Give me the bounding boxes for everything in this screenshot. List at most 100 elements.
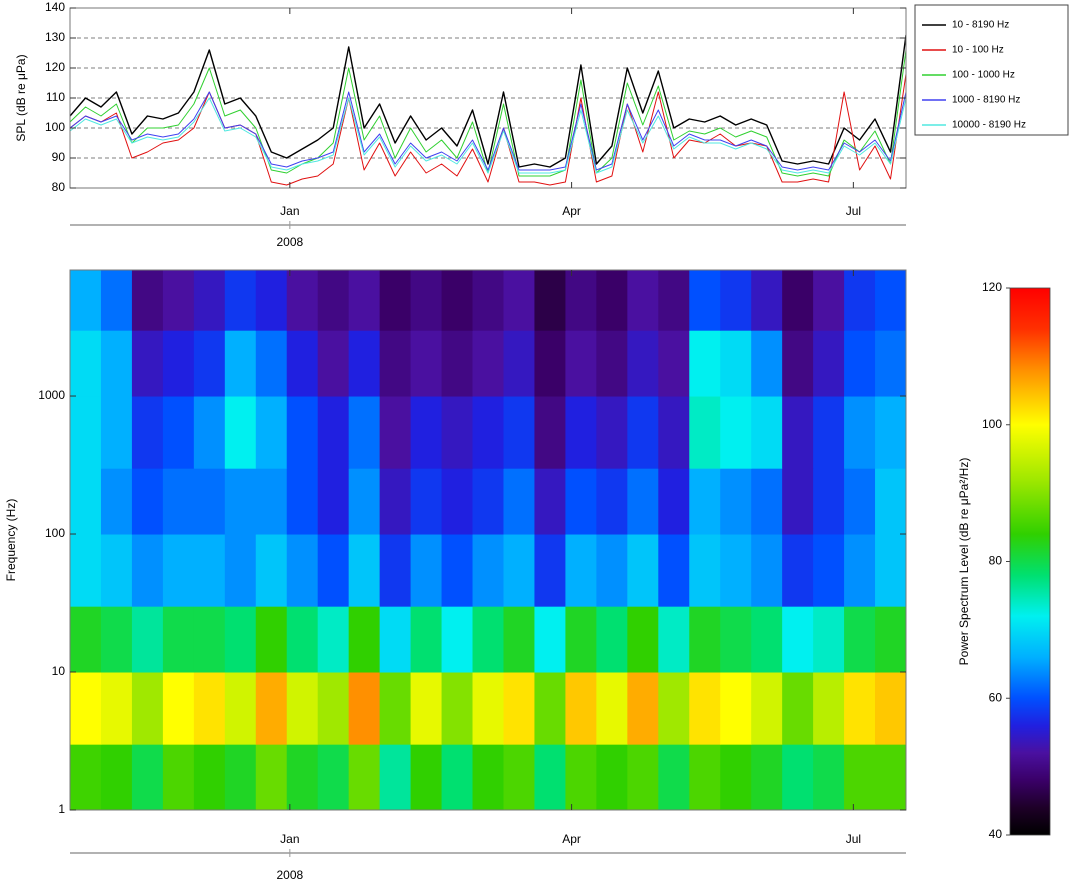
heatmap-cell: [224, 468, 257, 535]
y-tick-label: 80: [52, 180, 66, 194]
heatmap-cell: [689, 744, 721, 811]
heatmap-cell: [162, 468, 195, 535]
y-axis-label: SPL (dB re μPa): [14, 54, 28, 141]
heatmap-cell: [348, 270, 381, 331]
heatmap-cell: [472, 606, 504, 673]
heatmap-cell: [224, 330, 257, 397]
heatmap-cell: [503, 606, 535, 673]
heatmap-cell: [813, 672, 845, 745]
heatmap-cell: [131, 396, 164, 469]
heatmap-cell: [813, 396, 845, 469]
heatmap-cell: [844, 468, 876, 535]
heatmap-cell: [720, 534, 752, 607]
heatmap-cell: [255, 396, 288, 469]
heatmap-cell: [286, 468, 319, 535]
heatmap-cell: [131, 330, 164, 397]
heatmap-cell: [162, 534, 195, 607]
heatmap-cell: [565, 330, 597, 397]
heatmap-cell: [70, 270, 102, 331]
heatmap-cell: [317, 534, 350, 607]
heatmap-cell: [255, 744, 288, 811]
heatmap-cell: [131, 744, 164, 811]
heatmap-cell: [100, 606, 133, 673]
heatmap-cell: [348, 468, 381, 535]
heatmap-cell: [658, 744, 690, 811]
heatmap-cell: [224, 534, 257, 607]
series-line: [70, 34, 906, 168]
heatmap-cell: [844, 672, 876, 745]
heatmap-cell: [596, 606, 628, 673]
heatmap-cell: [441, 744, 474, 811]
y-tick-label: 140: [45, 0, 65, 14]
heatmap-cell: [100, 468, 133, 535]
heatmap-cell: [100, 534, 133, 607]
heatmap-cell: [565, 468, 597, 535]
colorbar-label: Power Spectrum Level (dB re μPa²/Hz): [957, 458, 971, 666]
heatmap-cell: [410, 270, 443, 331]
heatmap-cell: [379, 270, 412, 331]
heatmap-cell: [565, 606, 597, 673]
heatmap-cell: [658, 396, 690, 469]
heatmap-cell: [844, 396, 876, 469]
heatmap-cell: [503, 270, 535, 331]
y-tick-label: 130: [45, 30, 65, 44]
series-line: [70, 97, 906, 174]
heatmap-cell: [596, 744, 628, 811]
heatmap-cell: [534, 396, 566, 469]
heatmap-cell: [875, 744, 907, 811]
x-tick-label: Apr: [562, 832, 581, 846]
heatmap-cell: [317, 330, 350, 397]
heatmap-cell: [503, 672, 535, 745]
heatmap-cell: [348, 606, 381, 673]
heatmap-cell: [658, 330, 690, 397]
heatmap-cell: [70, 534, 102, 607]
heatmap-cell: [751, 534, 783, 607]
y-tick-label: 90: [52, 150, 66, 164]
heatmap-cell: [131, 468, 164, 535]
heatmap-cell: [751, 330, 783, 397]
heatmap-cell: [751, 744, 783, 811]
heatmap-cell: [317, 744, 350, 811]
heatmap-cell: [193, 744, 226, 811]
heatmap-cell: [410, 396, 443, 469]
x-tick-label: Jul: [846, 832, 861, 846]
heatmap-cell: [596, 468, 628, 535]
heatmap-cell: [875, 534, 907, 607]
heatmap-cell: [596, 330, 628, 397]
heatmap-cell: [286, 270, 319, 331]
heatmap-cell: [875, 468, 907, 535]
heatmap-cell: [534, 468, 566, 535]
heatmap-cell: [255, 270, 288, 331]
heatmap-cell: [596, 672, 628, 745]
heatmap-cell: [782, 396, 814, 469]
heatmap-cell: [627, 468, 659, 535]
heatmap-cell: [193, 672, 226, 745]
heatmap-cell: [565, 672, 597, 745]
heatmap-cell: [162, 270, 195, 331]
y-axis-label: Frequency (Hz): [4, 499, 18, 582]
heatmap-cell: [596, 396, 628, 469]
heatmap-cell: [70, 744, 102, 811]
heatmap-cell: [689, 270, 721, 331]
heatmap-cell: [162, 330, 195, 397]
x-tick-label: Jan: [280, 204, 299, 218]
y-tick-label: 120: [45, 60, 65, 74]
heatmap-cell: [782, 468, 814, 535]
heatmap-cell: [224, 606, 257, 673]
heatmap-cell: [131, 270, 164, 331]
heatmap-cell: [627, 534, 659, 607]
heatmap-cell: [162, 672, 195, 745]
heatmap-cell: [782, 270, 814, 331]
heatmap-cell: [658, 606, 690, 673]
heatmap-cell: [689, 468, 721, 535]
heatmap-cell: [813, 468, 845, 535]
heatmap-cell: [627, 330, 659, 397]
heatmap-cell: [317, 270, 350, 331]
heatmap-cell: [286, 744, 319, 811]
heatmap-cell: [534, 606, 566, 673]
heatmap-cell: [751, 468, 783, 535]
heatmap-cell: [100, 270, 133, 331]
x-tick-label: Jul: [846, 204, 861, 218]
plot-frame: [69, 269, 907, 811]
heatmap-cell: [720, 606, 752, 673]
